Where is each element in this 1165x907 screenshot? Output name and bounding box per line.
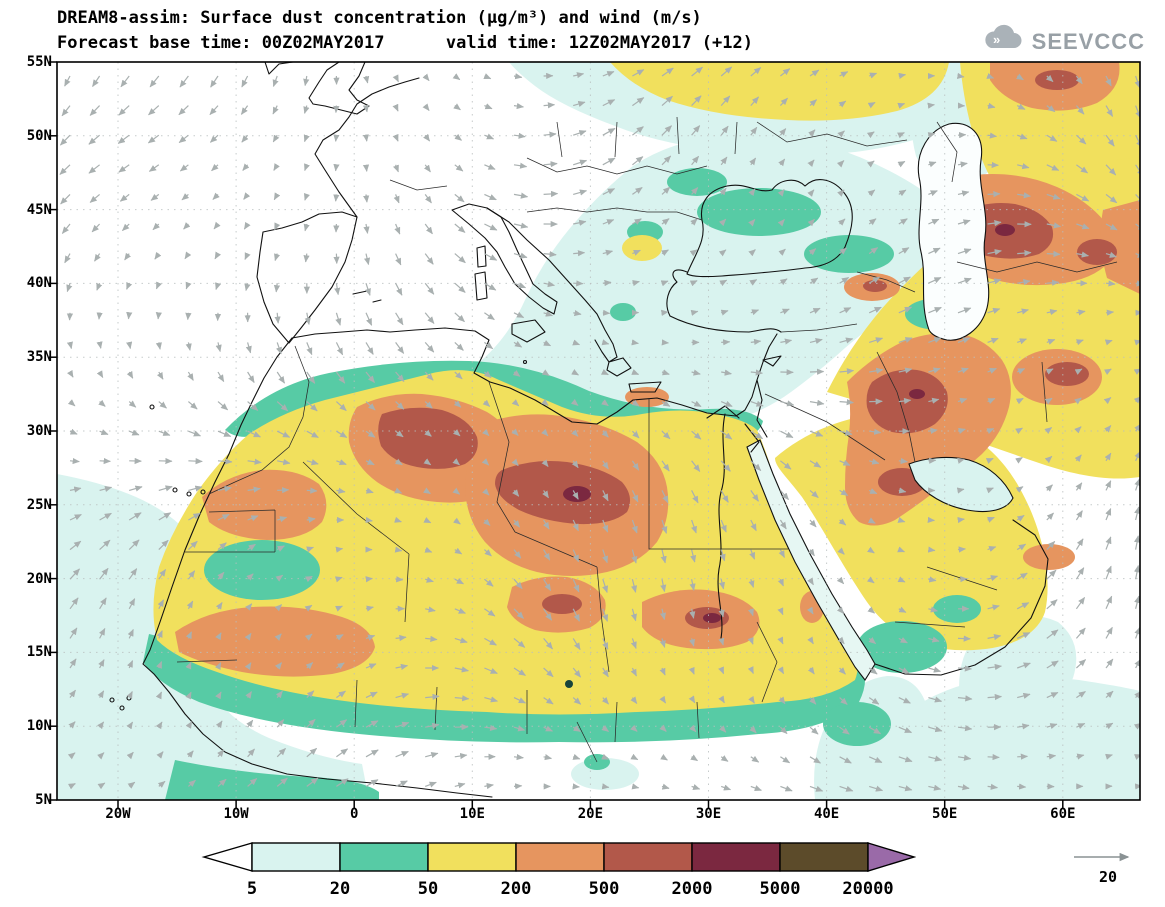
wind-reference: 20 <box>1066 844 1150 886</box>
colorbar-tick-label: 5 <box>247 879 257 899</box>
colorbar: 5 20 50 200 500 2000 5000 20000 <box>200 840 916 902</box>
logo-text: SEEVCCC <box>1032 29 1145 55</box>
x-axis-label: 0 <box>350 806 358 822</box>
y-axis-label: 15N <box>8 644 52 660</box>
x-axis-label: 10W <box>223 806 248 822</box>
svg-text:»: » <box>993 32 1001 47</box>
colorbar-tick-label: 2000 <box>672 879 713 899</box>
x-axis-label: 40E <box>814 806 839 822</box>
y-axis-label: 20N <box>8 571 52 587</box>
figure-title: DREAM8-assim: Surface dust concentration… <box>57 8 702 28</box>
lake-chad <box>565 680 573 688</box>
y-axis-label: 50N <box>8 128 52 144</box>
colorbar-tick-label: 20 <box>330 879 350 899</box>
colorbar-tick-label: 5000 <box>760 879 801 899</box>
wind-reference-label: 20 <box>1066 868 1150 886</box>
x-axis-label: 10E <box>460 806 485 822</box>
y-axis-label: 45N <box>8 202 52 218</box>
x-axis-label: 60E <box>1050 806 1075 822</box>
x-axis-label: 50E <box>932 806 957 822</box>
figure-subtitle: Forecast base time: 00Z02MAY2017 valid t… <box>57 33 753 53</box>
caspian-sea <box>918 123 988 340</box>
colorbar-tick-label: 200 <box>501 879 532 899</box>
colorbar-tick-label: 50 <box>418 879 438 899</box>
seevccc-logo: » SEEVCCC <box>980 24 1145 60</box>
colorbar-tick-label: 500 <box>589 879 620 899</box>
colorbar-legend: 5 20 50 200 500 2000 5000 20000 <box>200 840 916 906</box>
y-axis-label: 35N <box>8 349 52 365</box>
y-axis-label: 25N <box>8 497 52 513</box>
x-axis-label: 30E <box>696 806 721 822</box>
map-plot <box>57 62 1140 800</box>
x-axis-label: 20E <box>578 806 603 822</box>
dust-map <box>57 62 1140 800</box>
colorbar-tick-label: 20000 <box>842 879 893 899</box>
y-axis-label: 10N <box>8 718 52 734</box>
cloud-icon: » <box>980 24 1026 60</box>
y-axis-label: 30N <box>8 423 52 439</box>
y-axis-label: 55N <box>8 54 52 70</box>
forecast-figure: DREAM8-assim: Surface dust concentration… <box>0 0 1165 907</box>
y-axis-label: 5N <box>8 792 52 808</box>
wind-reference-arrow-icon <box>1066 844 1150 868</box>
x-axis-label: 20W <box>105 806 130 822</box>
y-axis-label: 40N <box>8 275 52 291</box>
